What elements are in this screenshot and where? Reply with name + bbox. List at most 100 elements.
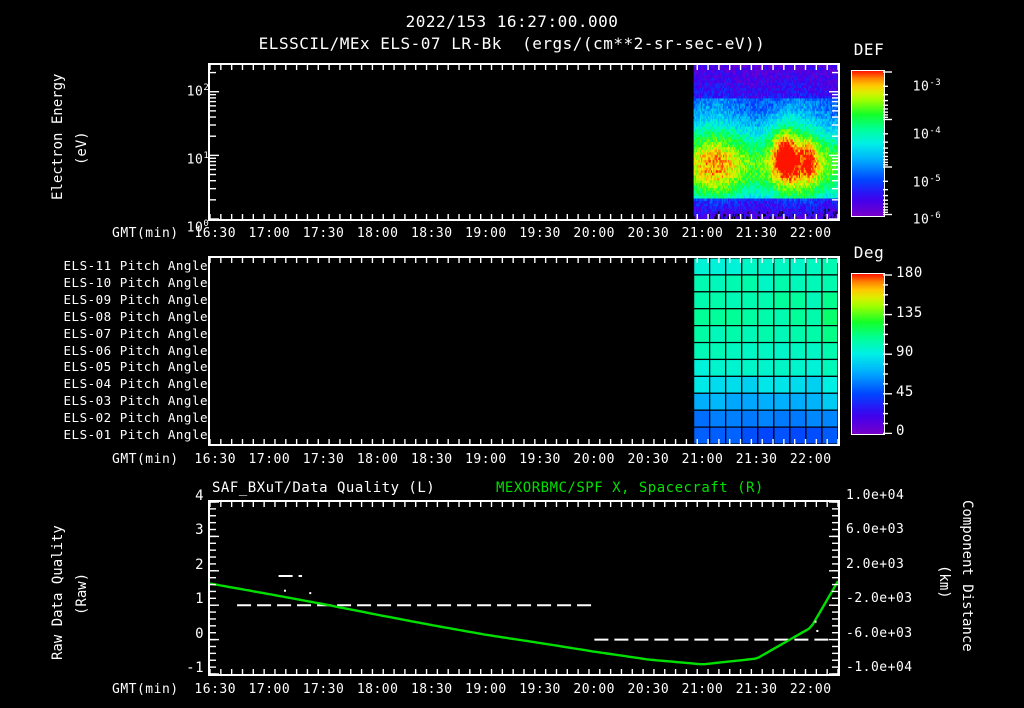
colorbar2-gradient <box>851 273 885 435</box>
xtick-label: 17:30 <box>302 682 345 697</box>
colorbar1-tick-2: 10-5 <box>912 174 942 191</box>
xtick-label: 17:00 <box>248 452 291 467</box>
panel2-plot[interactable] <box>208 256 840 446</box>
panel1-ylabel-line2: (eV) <box>74 131 90 165</box>
xtick-label: 17:00 <box>248 226 291 241</box>
xtick-label: 18:00 <box>356 226 399 241</box>
xtick-label: 17:30 <box>302 226 345 241</box>
colorbar2-tick-1: 135 <box>896 304 923 321</box>
panel3-ytick-left: 0 <box>195 625 204 642</box>
panel2-xlabel: GMT(min) <box>112 452 179 467</box>
panel3-ytick-left-labels: 4 3 2 1 0 -1 <box>170 488 204 684</box>
panel3-ytick-right: 1.0e+04 <box>846 488 905 503</box>
panel2-row-label: ELS-08 Pitch Angle <box>63 308 208 324</box>
xtick-label: 22:00 <box>789 452 832 467</box>
data-point-marker <box>814 620 817 623</box>
colorbar2-tick-3: 45 <box>896 383 914 400</box>
panel3-plot[interactable] <box>208 500 840 676</box>
xtick-label: 20:00 <box>573 226 616 241</box>
panel3-ylabel-left-line1: Raw Data Quality <box>50 525 66 660</box>
xtick-label: 20:00 <box>573 452 616 467</box>
page-subtitle: ELSSCIL/MEx ELS-07 LR-Bk (ergs/(cm**2-sr… <box>258 34 766 53</box>
panel1-xtick-labels: 16:30 17:00 17:30 18:00 18:30 19:00 19:30 20:00… <box>194 226 840 244</box>
page-title: 2022/153 16:27:00.000 <box>405 12 619 31</box>
colorbar1-tick-3: 10-6 <box>912 211 942 228</box>
colorbar2-tick-4: 0 <box>896 423 905 440</box>
panel1-ytick-1: 101 <box>186 151 210 168</box>
panel3-ylabel-left-line2: (Raw) <box>74 572 90 615</box>
colorbar1-ticks <box>883 71 892 216</box>
xtick-label: 19:30 <box>519 226 561 241</box>
panel3-xlabel: GMT(min) <box>112 682 179 697</box>
xtick-label: 19:00 <box>465 682 507 697</box>
data-point-marker <box>283 589 286 592</box>
xtick-label: 16:30 <box>194 452 237 467</box>
xtick-label: 21:30 <box>735 452 778 467</box>
xtick-label: 21:00 <box>681 682 724 697</box>
panel3-ytick-right-labels: 1.0e+04 6.0e+03 2.0e+03 -2.0e+03 -6.0e+03 -1.… <box>846 488 946 684</box>
colorbar2-tick-0: 180 <box>896 265 923 281</box>
panel3-title-right: MEXORBMC/SPF X, Spacecraft (R) <box>496 480 764 496</box>
xtick-label: 21:00 <box>681 226 724 241</box>
panel2-row-label: ELS-07 Pitch Angle <box>63 325 208 341</box>
panel2-row-label: ELS-02 Pitch Angle <box>63 410 208 426</box>
panel2-row-label: ELS-01 Pitch Angle <box>63 427 208 443</box>
panel2-row-label: ELS-06 Pitch Angle <box>63 342 208 358</box>
colorbar1-gradient <box>851 70 885 217</box>
panel2-row-label: ELS-04 Pitch Angle <box>63 376 208 392</box>
panel2-xtick-labels: 16:30 17:00 17:30 18:00 18:30 19:00 19:30 20:00… <box>194 452 840 470</box>
panel3-xtick-labels: 16:30 17:00 17:30 18:00 18:30 19:00 19:30 20:00… <box>194 682 840 700</box>
xtick-label: 16:30 <box>194 226 237 241</box>
xtick-label: 21:30 <box>735 226 778 241</box>
panel3-ylabel-right-line1: Component Distance <box>959 500 975 652</box>
xtick-label: 22:00 <box>789 226 832 241</box>
xtick-label: 19:30 <box>519 682 561 697</box>
colorbar1-tick-1: 10-4 <box>912 126 942 143</box>
xtick-label: 21:00 <box>681 452 724 467</box>
panel2-row-label: ELS-10 Pitch Angle <box>63 274 208 290</box>
panel3-ytick-left: 4 <box>195 488 204 504</box>
panel3-ytick-right: -1.0e+04 <box>846 660 913 675</box>
colorbar1-title: DEF <box>853 40 885 59</box>
panel2-row-label: ELS-05 Pitch Angle <box>63 359 208 375</box>
panel2-row-label: ELS-11 Pitch Angle <box>63 258 208 273</box>
panel2-row-label: ELS-09 Pitch Angle <box>63 291 208 307</box>
colorbar1-tick-0: 10-3 <box>912 78 942 95</box>
panel3-ytick-right: 2.0e+03 <box>846 556 905 572</box>
panel2-row-labels: ELS-11 Pitch Angle ELS-10 Pitch Angle ELS-… <box>50 256 208 446</box>
panel1-plot[interactable] <box>208 63 840 221</box>
panel3-ytick-left: 3 <box>195 522 204 539</box>
xtick-label: 18:00 <box>356 682 399 697</box>
xtick-label: 20:30 <box>627 452 670 467</box>
colorbar2-tick-2: 90 <box>896 344 914 361</box>
panel3-ytick-left: -1 <box>186 660 204 676</box>
xtick-label: 18:30 <box>410 452 453 467</box>
xtick-label: 18:30 <box>410 226 453 241</box>
panel1-ylabel-line1: Electron Energy <box>50 73 66 200</box>
colorbar2-title: Deg <box>853 243 885 262</box>
xtick-label: 20:00 <box>573 682 616 697</box>
xtick-label: 19:00 <box>465 226 507 241</box>
data-point-marker <box>309 592 312 595</box>
xtick-label: 22:00 <box>789 682 832 697</box>
xtick-label: 20:30 <box>627 682 670 697</box>
xtick-label: 20:30 <box>627 226 670 241</box>
panel1-ytick-2: 100 <box>186 219 210 236</box>
panel3-ytick-right: -6.0e+03 <box>846 625 913 641</box>
xtick-label: 16:30 <box>194 682 237 697</box>
colorbar2-ticks <box>883 274 892 434</box>
xtick-label: 17:00 <box>248 682 291 697</box>
panel3-ytick-left: 2 <box>195 556 204 573</box>
panel3-ytick-left: 1 <box>195 591 204 608</box>
panel3-ytick-right: -2.0e+03 <box>846 591 913 607</box>
panel3-ytick-right: 6.0e+03 <box>846 522 905 538</box>
panel3-title-left: SAF_BXuT/Data Quality (L) <box>212 480 436 496</box>
panel1-ytick-0: 102 <box>186 83 210 100</box>
xtick-label: 19:00 <box>465 452 507 467</box>
colorbar2-tick-labels: 180 135 90 45 0 <box>896 265 956 445</box>
xtick-label: 21:30 <box>735 682 778 697</box>
panel2-row-label: ELS-03 Pitch Angle <box>63 393 208 409</box>
xtick-label: 17:30 <box>302 452 345 467</box>
panel1-xlabel: GMT(min) <box>112 226 179 241</box>
data-point-marker <box>816 629 819 632</box>
